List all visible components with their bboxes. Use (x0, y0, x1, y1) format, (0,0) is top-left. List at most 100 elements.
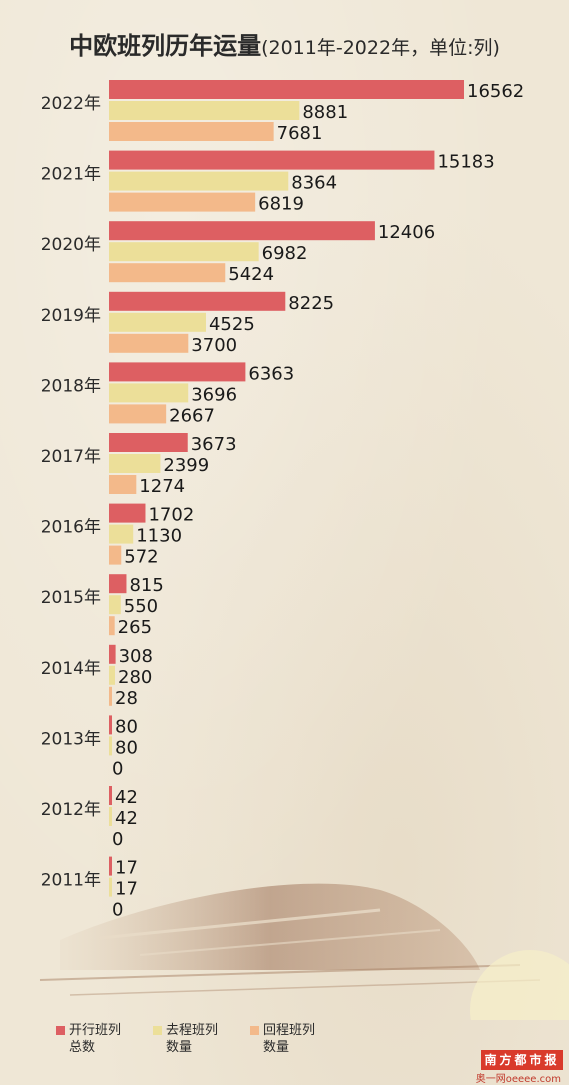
data-label: 572 (124, 547, 158, 568)
bar-return (109, 192, 256, 212)
bar-total (109, 574, 127, 594)
data-label: 42 (115, 787, 138, 808)
data-label: 308 (119, 646, 153, 667)
train-illustration (39, 883, 569, 1020)
legend-label-outbound-2: 数量 (166, 1040, 193, 1055)
bar-total (109, 503, 146, 523)
data-label: 8364 (291, 173, 337, 194)
data-label: 8881 (302, 102, 348, 123)
data-label: 6819 (258, 194, 304, 215)
bar-return (109, 263, 226, 283)
bar-outbound (109, 736, 112, 756)
chart-title: 中欧班列历年运量 (69, 32, 262, 60)
bar-total (109, 786, 112, 805)
legend-label-outbound-1: 去程班列 (166, 1023, 219, 1038)
data-label: 5424 (228, 264, 274, 285)
category-label: 2011年 (41, 871, 101, 891)
chart-title-wrapper: 中欧班列历年运量(2011年-2022年，单位:列) (0, 26, 569, 61)
category-label: 2017年 (41, 447, 101, 467)
bar-total (109, 221, 375, 241)
bar-total (109, 291, 286, 311)
data-label: 280 (118, 667, 152, 688)
data-label: 6363 (248, 363, 294, 384)
data-label: 550 (124, 596, 158, 617)
legend-item-return: 回程班列 数量 (250, 1022, 333, 1056)
data-label: 42 (115, 808, 138, 829)
bar-return (109, 545, 122, 565)
bar-outbound (109, 595, 121, 615)
bar-total (109, 433, 188, 452)
data-label: 2399 (163, 455, 209, 476)
data-label: 3673 (191, 434, 237, 455)
data-label: 12406 (378, 222, 435, 243)
data-label: 7681 (277, 123, 323, 144)
data-label: 3696 (191, 384, 237, 405)
data-label: 1130 (136, 526, 182, 547)
category-label: 2019年 (41, 306, 101, 326)
data-label: 28 (115, 688, 138, 709)
bar-return (109, 686, 112, 706)
legend-swatch-total (56, 1026, 65, 1035)
legend-item-total: 开行班列 总数 (56, 1022, 139, 1056)
bar-outbound (109, 312, 206, 332)
legend-label-return-2: 数量 (263, 1040, 290, 1055)
bar-outbound (109, 171, 289, 191)
bar-outbound (109, 454, 161, 473)
data-label: 0 (112, 900, 123, 921)
bar-return (109, 404, 167, 424)
category-label: 2022年 (41, 94, 101, 114)
bar-return (109, 475, 137, 494)
newspaper-logo: 南方都市报 (481, 1050, 563, 1070)
category-label: 2015年 (41, 588, 101, 608)
bar-outbound (109, 877, 112, 897)
data-label: 1274 (139, 476, 185, 497)
data-label: 265 (118, 617, 152, 638)
bar-outbound (109, 383, 189, 403)
bar-outbound (109, 101, 300, 120)
data-label: 4525 (209, 314, 255, 335)
category-label: 2012年 (41, 800, 101, 820)
data-label: 6982 (262, 243, 308, 264)
data-label: 0 (112, 829, 123, 850)
category-label: 2014年 (41, 659, 101, 679)
bar-outbound (109, 807, 112, 826)
bar-total (109, 80, 464, 99)
legend-label-total-2: 总数 (69, 1040, 96, 1055)
chart-subtitle: (2011年-2022年，单位:列) (261, 37, 500, 59)
category-label: 2016年 (41, 518, 101, 538)
data-label: 17 (115, 879, 138, 900)
category-label: 2018年 (41, 376, 101, 396)
data-label: 17 (115, 858, 138, 879)
bar-total (109, 644, 116, 664)
legend-label-return-1: 回程班列 (263, 1023, 316, 1038)
data-label: 8225 (288, 293, 334, 314)
bar-outbound (109, 665, 116, 685)
bar-outbound (109, 524, 134, 544)
data-label: 16562 (467, 81, 524, 102)
bar-return (109, 122, 274, 141)
category-label: 2020年 (41, 235, 101, 255)
bar-total (109, 715, 112, 735)
legend-label-total-1: 开行班列 (69, 1023, 122, 1038)
data-label: 80 (115, 716, 138, 737)
category-label: 2013年 (41, 729, 101, 749)
legend-item-outbound: 去程班列 数量 (153, 1022, 236, 1056)
category-label: 2021年 (41, 165, 101, 185)
data-label: 15183 (437, 152, 494, 173)
bar-return (109, 333, 189, 353)
bar-total (109, 150, 435, 170)
data-label: 1702 (148, 505, 194, 526)
legend-swatch-outbound (153, 1026, 162, 1035)
data-label: 0 (112, 758, 123, 779)
legend: 开行班列 总数 去程班列 数量 回程班列 数量 (56, 1022, 333, 1056)
bar-return (109, 616, 115, 636)
bar-outbound (109, 242, 259, 262)
site-name: 奥一网oeeee.com (475, 1074, 561, 1085)
legend-swatch-return (250, 1026, 259, 1035)
bar-total (109, 856, 112, 876)
bar-total (109, 362, 246, 382)
data-label: 815 (129, 575, 163, 596)
data-label: 2667 (169, 405, 215, 426)
data-label: 80 (115, 737, 138, 758)
